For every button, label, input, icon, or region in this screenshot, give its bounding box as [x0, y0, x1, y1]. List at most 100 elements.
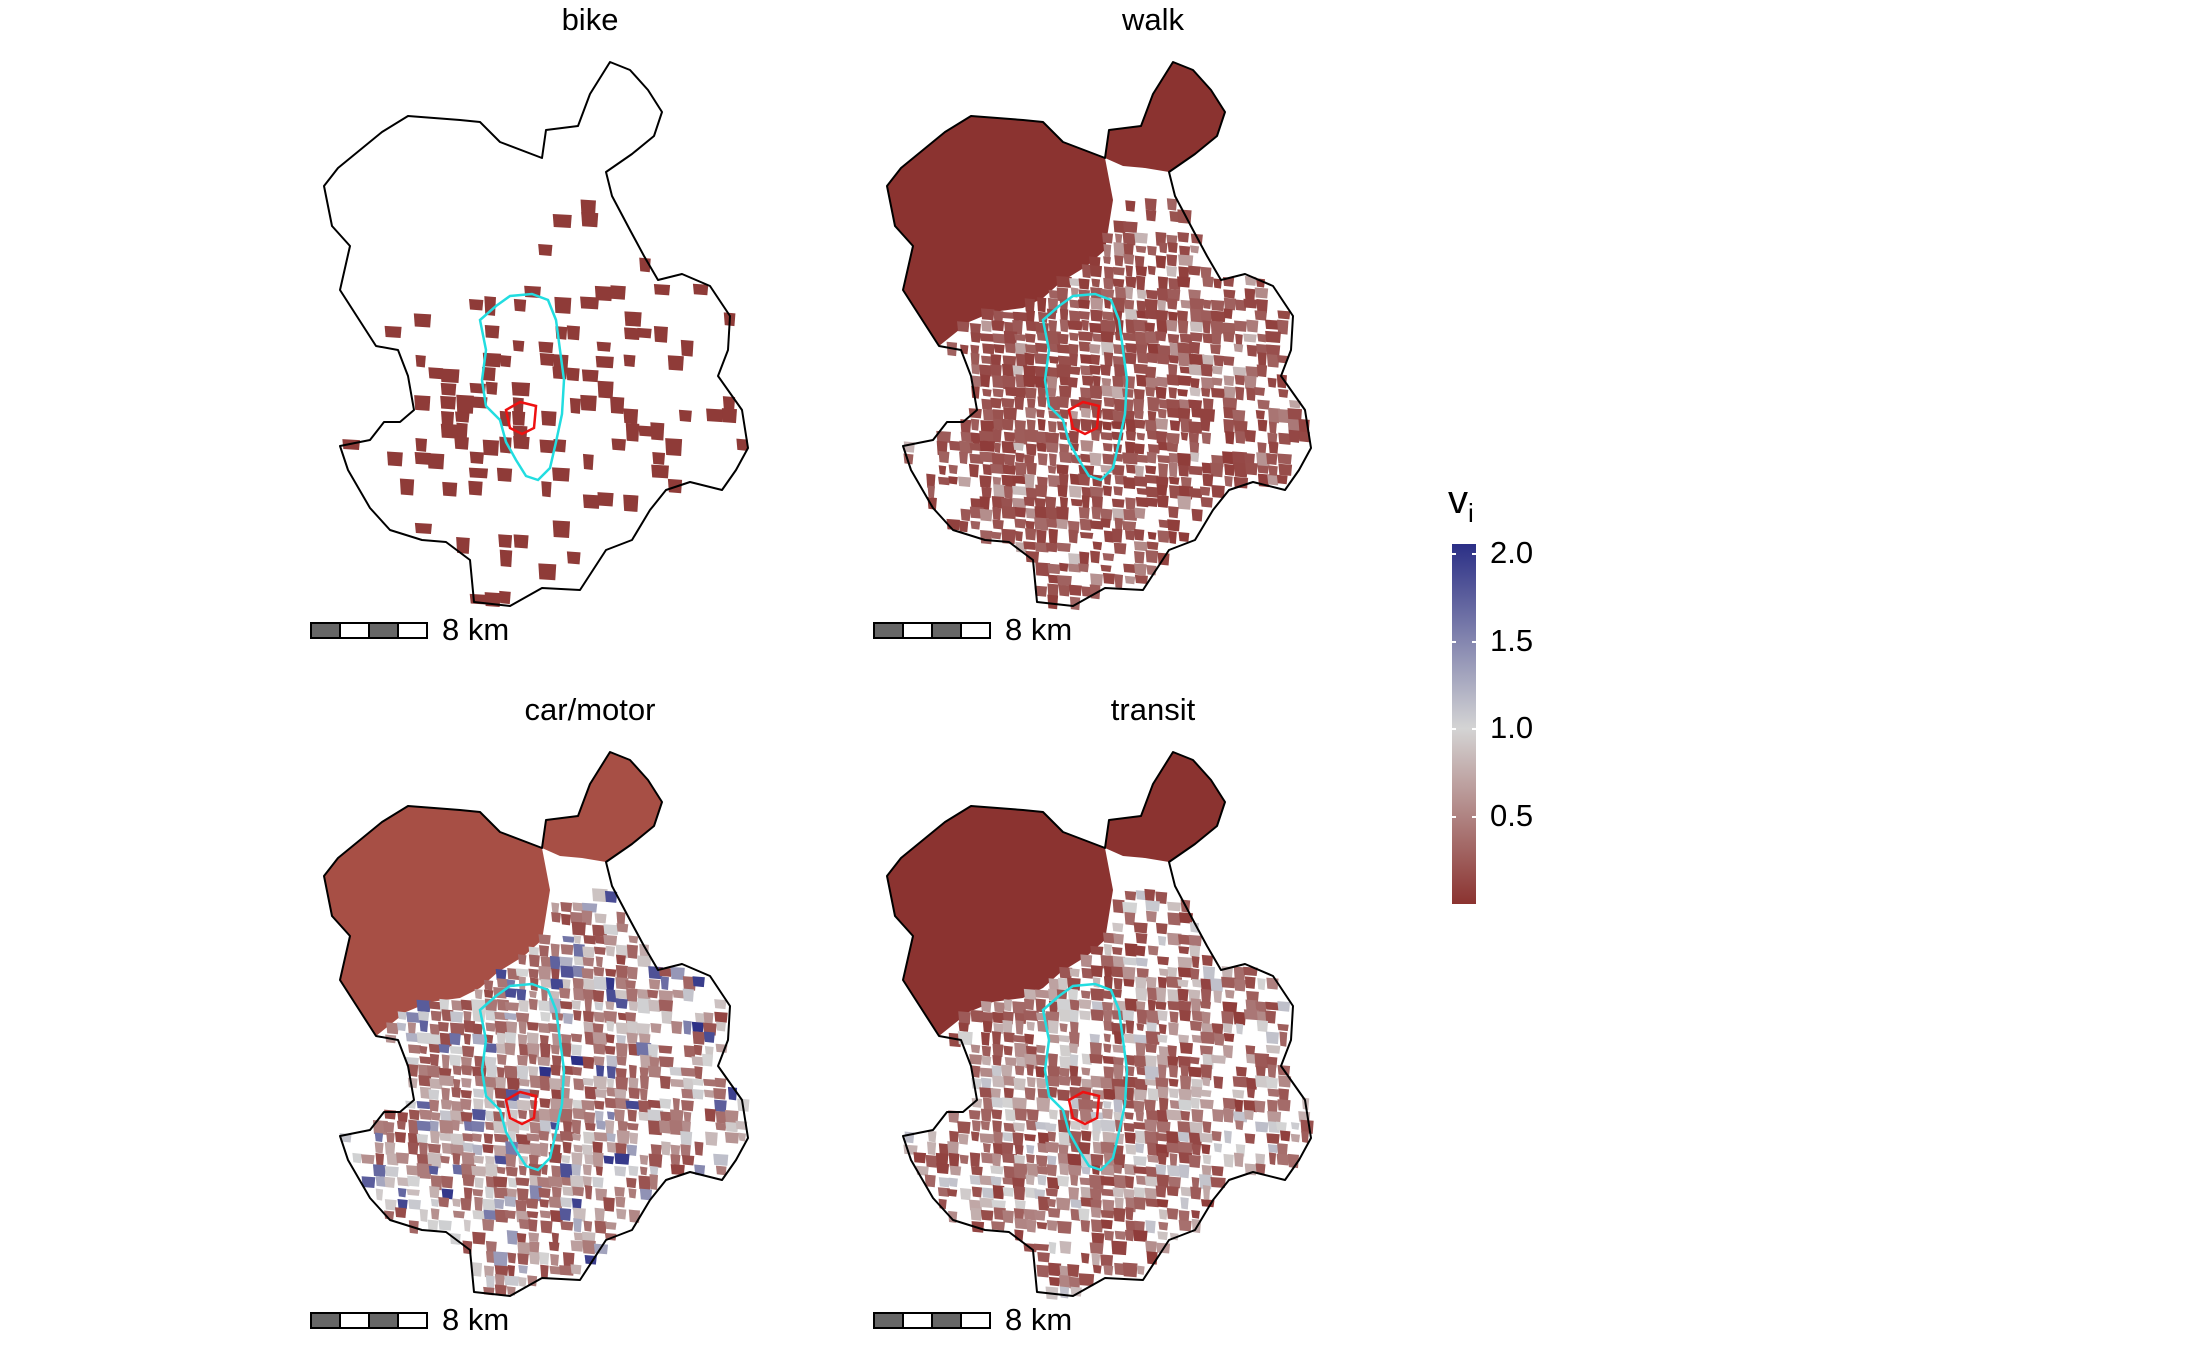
census-tract [495, 1076, 507, 1090]
census-tract [1013, 1034, 1026, 1043]
census-tract [562, 1012, 574, 1025]
census-tract [1266, 354, 1280, 368]
census-tract [604, 1045, 616, 1055]
census-tract [1144, 474, 1159, 484]
census-tract [1014, 342, 1028, 357]
census-tract [714, 999, 727, 1010]
census-tract [528, 954, 540, 968]
census-tract [430, 1130, 440, 1144]
census-tract [450, 1100, 464, 1114]
census-tract [1288, 429, 1300, 443]
census-tract [1079, 310, 1090, 320]
census-tract [454, 436, 469, 450]
census-tract [1200, 978, 1214, 991]
census-tract [1223, 1108, 1234, 1123]
census-tract [414, 522, 432, 535]
census-tract [1125, 276, 1137, 289]
census-tract [1145, 386, 1156, 397]
census-tract [548, 1241, 560, 1252]
census-tract [970, 432, 981, 445]
census-tract [1188, 487, 1203, 499]
census-tract [1179, 1042, 1193, 1055]
census-tract [515, 968, 529, 977]
census-tract [538, 1000, 552, 1012]
census-tract [682, 976, 697, 991]
census-tract [1156, 1121, 1171, 1134]
census-tract [1144, 1130, 1159, 1145]
census-tract [1081, 264, 1092, 279]
census-tract [1166, 234, 1178, 245]
census-tract [1158, 1209, 1168, 1220]
census-tract [1124, 912, 1136, 926]
census-tract [648, 999, 662, 1012]
census-tract [1089, 364, 1101, 375]
census-tract [1059, 496, 1069, 510]
census-tract [1180, 1065, 1189, 1079]
census-tract [584, 1185, 593, 1200]
census-tract [1277, 1001, 1291, 1012]
census-tract [1067, 320, 1083, 331]
census-tract [990, 1176, 1002, 1186]
census-tract [593, 966, 605, 977]
census-tract [1246, 387, 1256, 401]
census-tract [1067, 988, 1079, 1002]
census-tract [384, 1166, 399, 1178]
census-tract [1256, 298, 1268, 313]
census-tract [682, 988, 694, 1002]
census-tract [1190, 1097, 1200, 1109]
census-tract [1091, 1232, 1105, 1245]
census-tract [1256, 343, 1268, 355]
map-bike [323, 61, 749, 608]
census-tract [528, 1066, 539, 1077]
census-tract [1113, 1153, 1126, 1169]
census-tract [615, 965, 628, 980]
census-tract [1036, 1077, 1047, 1089]
census-tract [714, 1099, 727, 1112]
census-tract [981, 1045, 992, 1057]
census-tract [450, 1022, 465, 1036]
census-tract [1254, 287, 1269, 299]
census-tract [1244, 453, 1255, 465]
census-tract [1222, 1001, 1238, 1013]
census-tract [1023, 541, 1037, 551]
census-tract [1004, 342, 1017, 354]
census-tract [1122, 232, 1137, 246]
census-tract [1078, 331, 1094, 342]
census-tract [429, 1023, 441, 1036]
census-tract [583, 1220, 593, 1232]
census-tract [1144, 198, 1157, 211]
census-tract [507, 1177, 518, 1188]
census-tract [979, 496, 990, 510]
census-tract [1178, 254, 1194, 267]
census-tract [1004, 386, 1018, 397]
census-tract [429, 1053, 440, 1067]
census-tract [1188, 465, 1203, 476]
census-tract [1188, 1066, 1202, 1078]
census-tract [660, 976, 669, 991]
census-tract [714, 1077, 727, 1088]
census-tract [1124, 1175, 1135, 1189]
census-tract [1267, 474, 1280, 486]
census-tract [1048, 1109, 1058, 1120]
census-tract [1223, 1153, 1234, 1168]
census-tract [517, 1055, 528, 1066]
census-tract [498, 534, 513, 548]
census-tract [639, 1166, 648, 1176]
census-tract [1178, 1000, 1192, 1014]
census-tract [560, 913, 571, 926]
census-tract [1036, 1264, 1050, 1278]
census-tract [623, 494, 639, 512]
census-tract [583, 978, 596, 992]
census-tract [1123, 1163, 1137, 1176]
census-tract [606, 1055, 618, 1069]
census-tract [1168, 1176, 1181, 1189]
census-tract [1023, 1010, 1039, 1021]
census-tract [1244, 429, 1256, 443]
census-tract [980, 420, 995, 435]
census-tract [1070, 498, 1083, 507]
census-tract [628, 1000, 639, 1012]
census-tract [1079, 518, 1092, 531]
census-tract [1037, 1252, 1050, 1263]
census-tract [427, 1143, 441, 1154]
census-tract [1223, 386, 1236, 402]
